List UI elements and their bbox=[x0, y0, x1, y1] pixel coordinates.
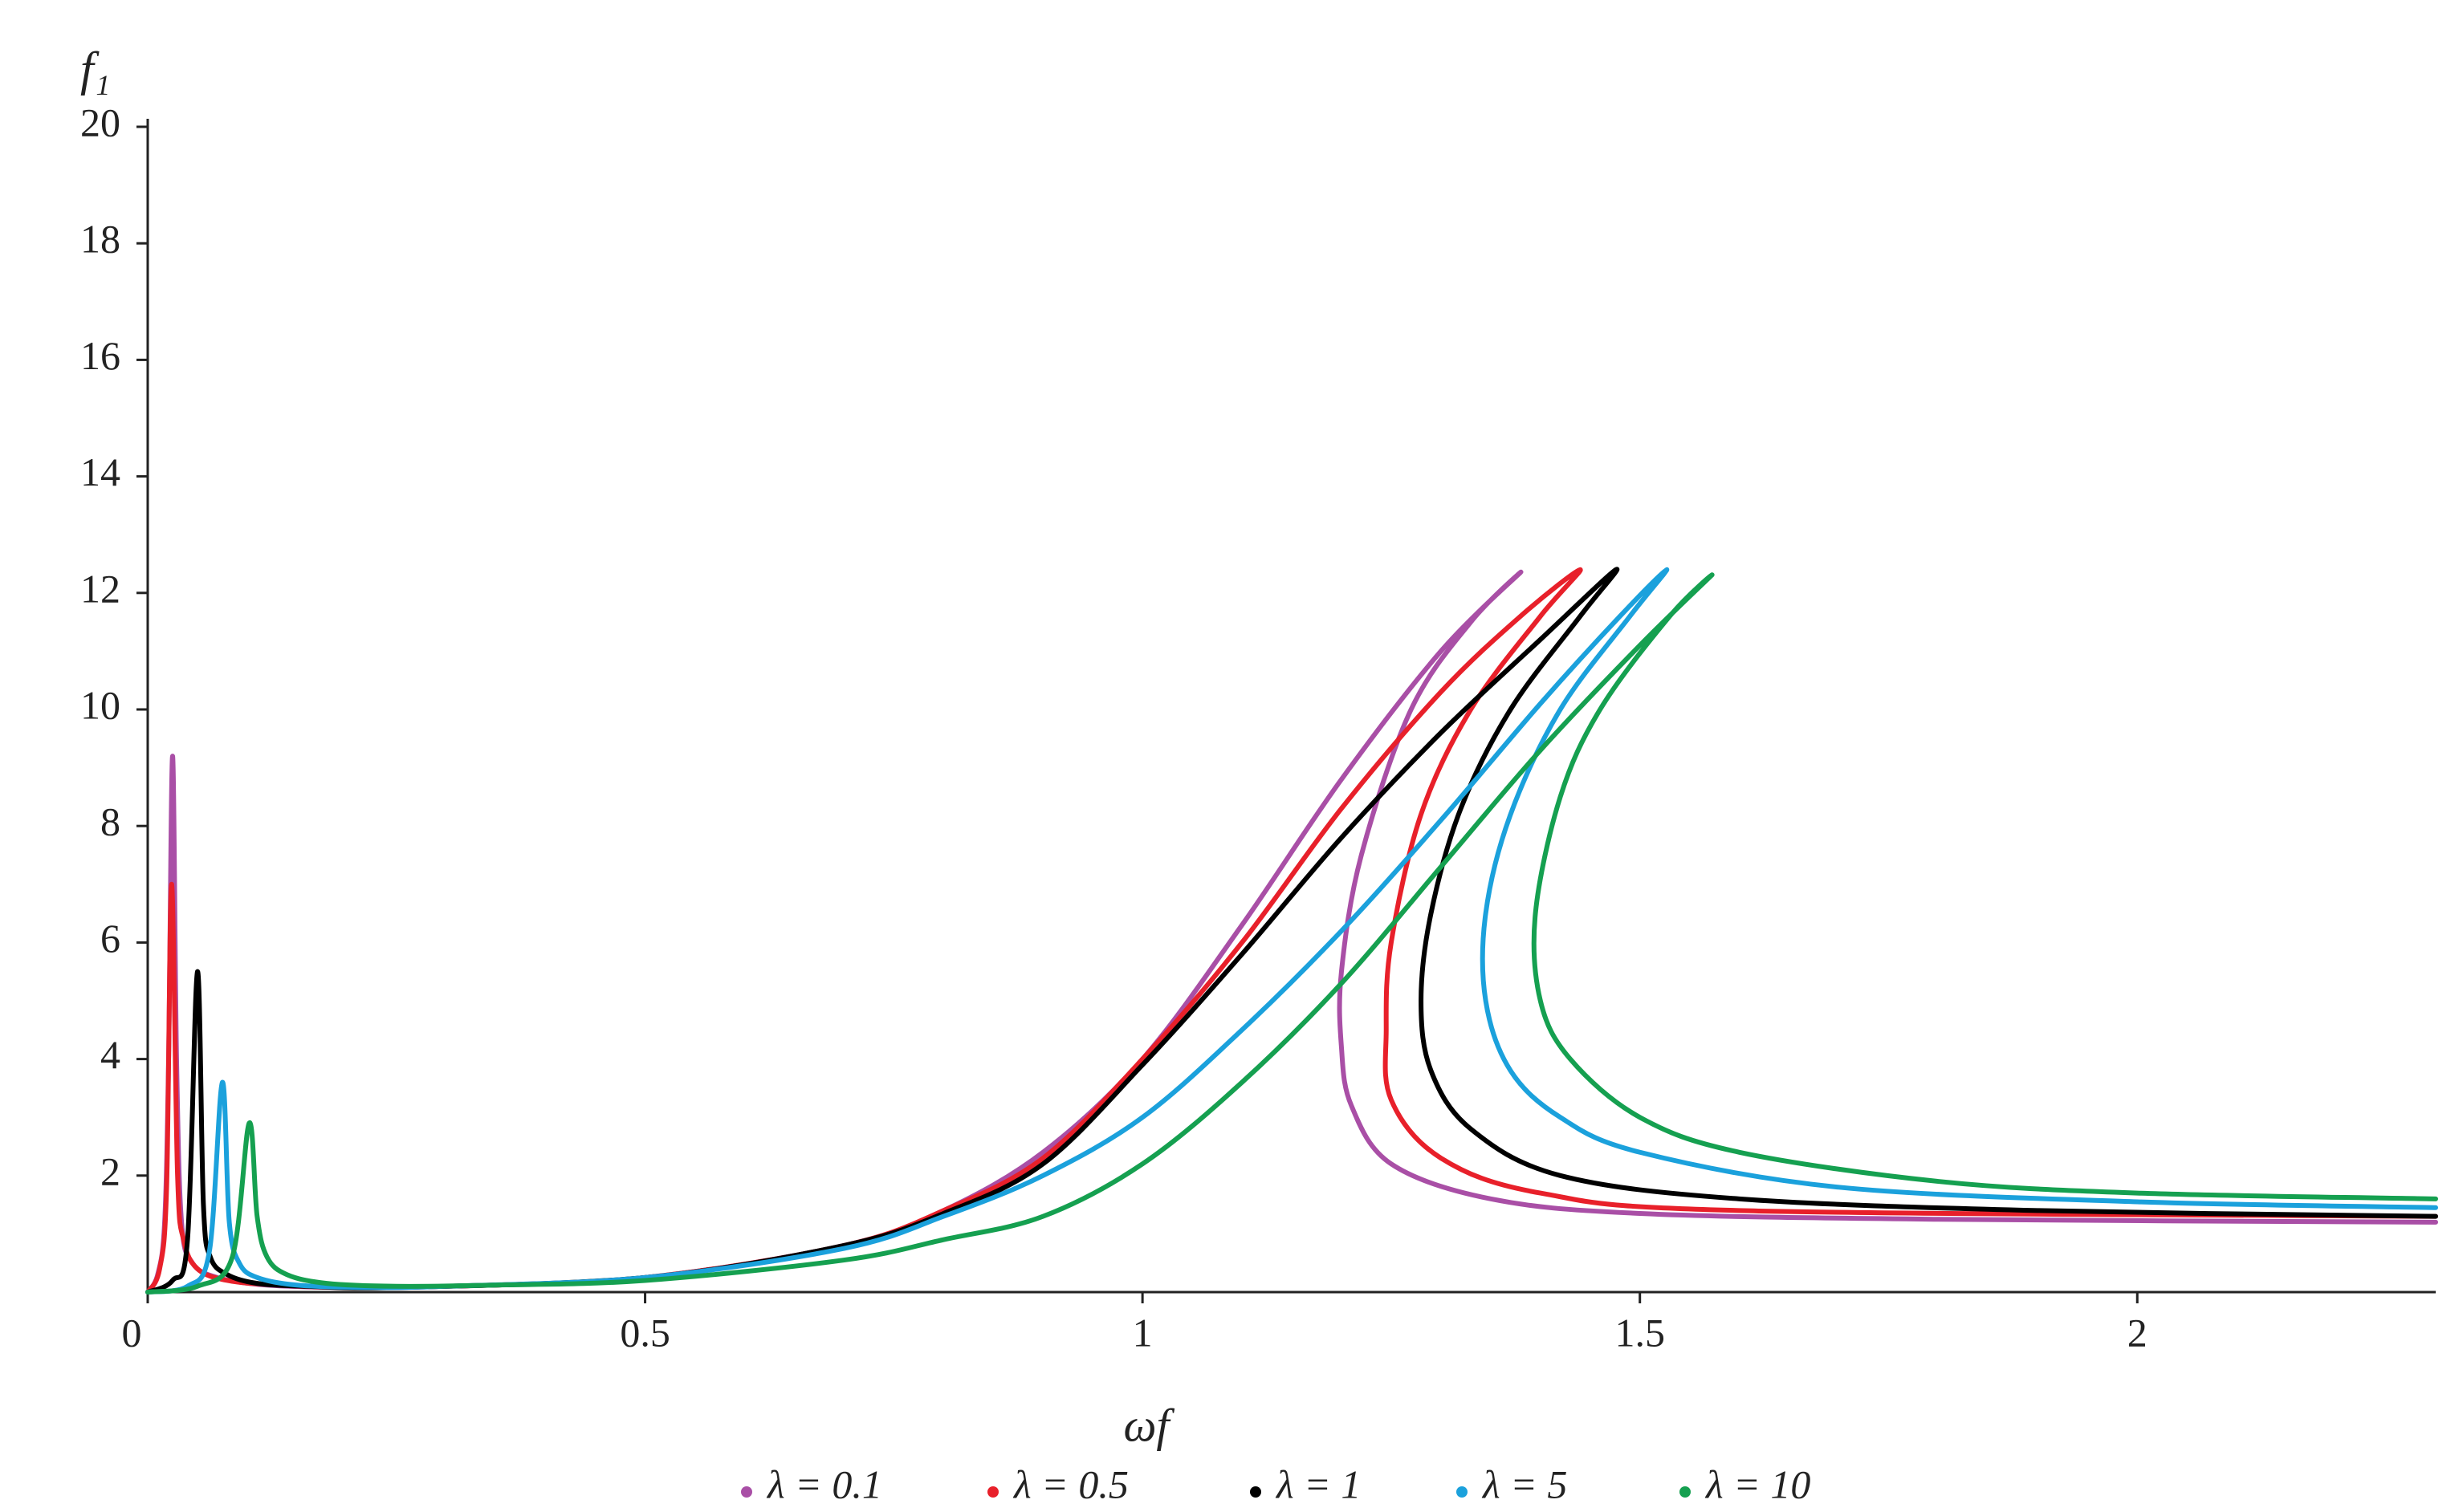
series-line bbox=[145, 572, 2438, 1295]
x-tick-label: 2 bbox=[2127, 1310, 2147, 1355]
y-tick-label: 20 bbox=[80, 100, 120, 144]
legend-label: λ = 0.1 bbox=[766, 1461, 882, 1506]
y-tick-label: 18 bbox=[80, 217, 120, 262]
legend-marker bbox=[1456, 1486, 1468, 1498]
legend-marker bbox=[1250, 1486, 1261, 1498]
y-tick-label: 6 bbox=[100, 916, 120, 961]
y-tick-label: 4 bbox=[100, 1032, 120, 1077]
y-tick-label: 16 bbox=[80, 333, 120, 378]
x-tick-label: 1 bbox=[1133, 1310, 1153, 1355]
y-tick-label: 2 bbox=[100, 1148, 120, 1193]
y-tick-label: 8 bbox=[100, 799, 120, 844]
x-axis-label: ωf bbox=[1123, 1399, 1175, 1451]
x-tick-label: 0 bbox=[122, 1310, 142, 1355]
y-tick-label: 14 bbox=[80, 449, 120, 494]
x-tick-label: 1.5 bbox=[1614, 1310, 1665, 1355]
y-tick-label: 12 bbox=[80, 566, 120, 611]
legend-marker bbox=[741, 1486, 752, 1498]
legend-label: λ = 10 bbox=[1704, 1461, 1810, 1506]
legend-label: λ = 5 bbox=[1481, 1461, 1567, 1506]
y-axis-label: f₁ bbox=[80, 43, 111, 96]
legend-marker bbox=[987, 1486, 999, 1498]
series-line bbox=[145, 567, 2438, 1295]
legend-label: λ = 0.5 bbox=[1012, 1461, 1129, 1506]
series-line bbox=[145, 567, 2438, 1295]
legend-marker bbox=[1679, 1486, 1691, 1498]
series-line bbox=[145, 569, 2438, 1295]
series-line bbox=[145, 567, 2438, 1295]
y-tick-label: 10 bbox=[80, 682, 120, 727]
x-tick-label: 0.5 bbox=[620, 1310, 670, 1355]
legend-label: λ = 1 bbox=[1275, 1461, 1361, 1506]
